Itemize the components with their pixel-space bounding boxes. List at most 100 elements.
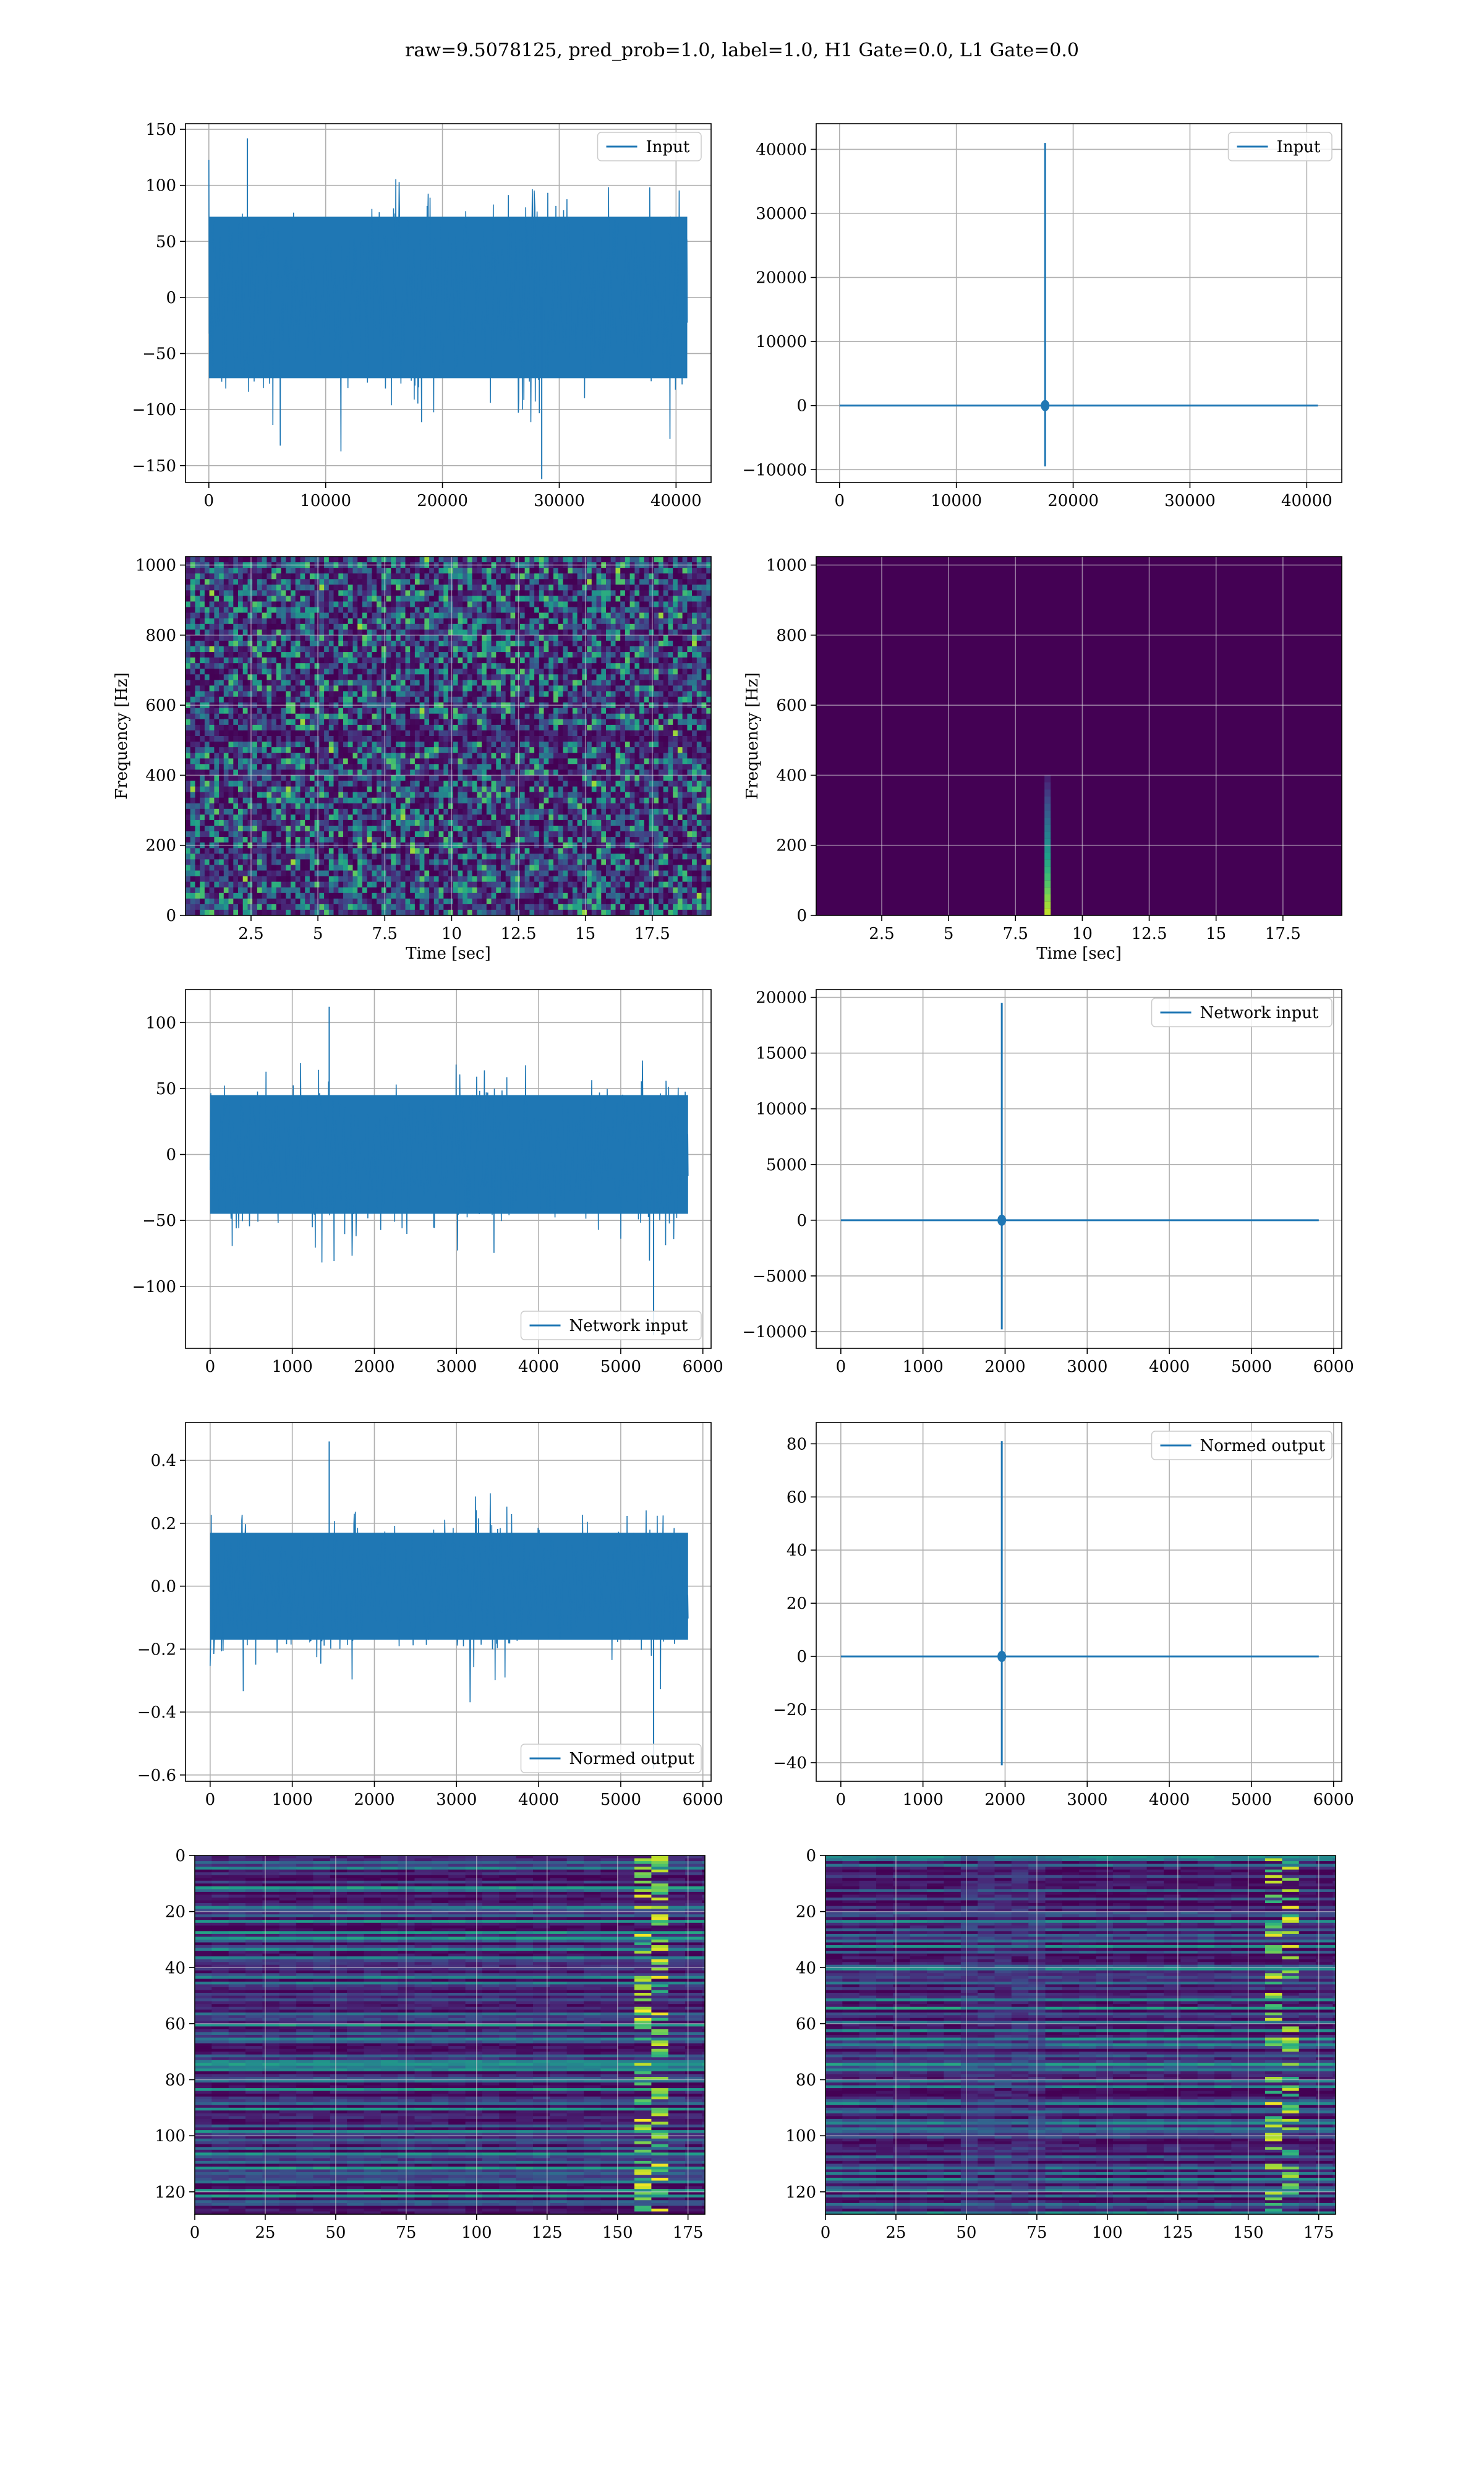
figure-title: raw=9.5078125, pred_prob=1.0, label=1.0,… [405,40,1079,61]
axes-frame [816,556,1342,916]
y-tick-label: −50 [142,1212,176,1230]
x-tick-label: 75 [1026,2224,1047,2242]
y-tick-label: 20 [787,1594,807,1613]
y-tick-label: 0.0 [151,1578,176,1596]
x-tick-label: 3000 [1067,1358,1107,1376]
y-tick-label: 80 [787,1435,807,1453]
x-tick-label: 4000 [1149,1358,1190,1376]
ticks: 0 25 50 75 100 125 150 175 0 20 40 60 80 100 120 [155,1847,703,2242]
x-tick-label: 7.5 [372,925,398,943]
legend: Network input [520,1311,702,1340]
y-tick-label: 20 [165,1903,186,1922]
x-tick-label: 6000 [683,1791,723,1809]
x-tick-label: 7.5 [1003,925,1028,943]
y-tick-label: 30000 [756,205,807,223]
y-tick-label: 50 [156,233,176,251]
y-tick-label: 150 [145,121,176,139]
y-tick-label: −50 [142,345,176,364]
series-input [208,138,688,479]
plot-area [816,1423,1342,1781]
y-tick-label: 40000 [756,140,807,159]
ticks: 0 1000 2000 3000 4000 5000 6000 −100 −50 0 50 100 [132,1014,723,1376]
y-tick-label: −5000 [753,1267,807,1286]
y-tick-label: −10000 [743,1323,808,1342]
axes-frame [194,1855,706,2215]
y-tick-label: 0 [796,1212,807,1230]
legend-label: Normed output [1200,1437,1326,1455]
x-tick-label: 5000 [600,1358,641,1376]
y-tick-label: 0 [166,1146,176,1165]
y-tick-label: 200 [145,837,176,855]
x-tick-label: 40000 [1281,492,1333,510]
x-tick-label: 40000 [650,492,702,510]
subplot-network-input-l1: 0 1000 2000 3000 4000 5000 6000 −10000 −5000 0 500… [743,989,1354,1376]
y-tick-label: 0.4 [151,1452,176,1470]
x-tick-label: 125 [1162,2224,1193,2242]
grid [816,124,1342,482]
y-tick-label: 40 [165,1959,186,1977]
y-tick-label: −20 [773,1701,807,1719]
x-tick-label: 1000 [272,1791,313,1809]
legend: Input [597,132,702,161]
x-tick-label: 175 [673,2224,704,2242]
y-tick-label: 1000 [135,557,176,575]
x-tick-label: 3000 [436,1791,477,1809]
x-tick-label: 17.5 [634,925,670,943]
y-tick-label: 80 [165,2071,186,2090]
y-tick-label: 0.2 [151,1515,176,1533]
subplot-spec-h1: 2.5 5 7.5 10 12.5 15 17.5 0 200 400 600 800 1000 Time… [113,556,712,963]
subplot-spec-l1: 2.5 5 7.5 10 12.5 15 17.5 0 200 400 600 800 1000 Time… [743,556,1342,963]
plot-area [186,557,711,915]
series-normed-output [210,1441,689,1769]
x-tick-label: 10000 [931,492,982,510]
ticks: 0 10000 20000 30000 40000 −10000 0 10000 20000 30… [743,140,1333,510]
y-tick-label: −40 [773,1754,807,1773]
y-tick-label: 0 [166,907,176,925]
series-input [839,143,1318,467]
subplot-normed-output-h1: 0 1000 2000 3000 4000 5000 6000 −0.6 −0.4 −0.2 0.0… [137,1422,723,1809]
ticks: 0 25 50 75 100 125 150 175 0 20 40 60 80 100 120 [785,1847,1334,2242]
x-tick-label: 6000 [1313,1358,1354,1376]
y-tick-label: 100 [155,2127,186,2146]
x-tick-label: 25 [255,2224,275,2242]
x-tick-label: 10000 [300,492,351,510]
y-tick-label: 60 [787,1488,807,1507]
y-tick-label: 100 [785,2127,816,2146]
x-tick-label: 3000 [1067,1791,1107,1809]
y-tick-label: 100 [145,1014,176,1032]
ticks: 2.5 5 7.5 10 12.5 15 17.5 0 200 400 600 800 1000 [135,557,670,943]
grid [816,990,1342,1348]
subplot-input-h1: 0 10000 20000 30000 40000 −150 −100 −50 0 50 100 15… [132,121,712,510]
x-tick-label: 5 [944,925,954,943]
x-tick-label: 150 [1233,2224,1264,2242]
y-tick-label: 0 [796,1648,807,1666]
subplot-network-input-h1: 0 1000 2000 3000 4000 5000 6000 −100 −50 0 50 100 Ne… [132,989,723,1376]
y-tick-label: 60 [165,2015,186,2034]
y-tick-label: 20 [796,1903,816,1922]
plot-area [816,557,1342,915]
axes-frame [185,123,712,483]
x-axis-label: Time [sec] [1036,944,1122,963]
x-tick-label: 1000 [903,1358,944,1376]
x-tick-label: 20000 [1047,492,1099,510]
series-normed-output [840,1441,1319,1766]
legend: Normed output [520,1744,702,1773]
ticks: 0 10000 20000 30000 40000 −150 −100 −50 0 50 100 15… [132,121,702,510]
y-tick-label: −10000 [743,461,808,479]
ticks: 0 1000 2000 3000 4000 5000 6000 −0.6 −0.4 −0.2 0.0… [137,1452,723,1809]
x-tick-label: 0 [204,492,215,510]
y-tick-label: 600 [776,696,807,715]
series-network-input [210,1006,689,1335]
x-tick-label: 0 [190,2224,200,2242]
y-tick-label: 20000 [756,269,807,288]
heatmap-cells [825,1856,1336,2214]
y-tick-label: 80 [796,2071,816,2090]
ticks: 0 1000 2000 3000 4000 5000 6000 −40 −20 0 20 40 60 80 [773,1435,1354,1809]
y-tick-label: 10000 [756,333,807,351]
series-network-input [840,1003,1319,1330]
legend: Input [1227,132,1333,161]
x-tick-label: 2000 [984,1791,1025,1809]
x-tick-label: 6000 [1313,1791,1354,1809]
y-tick-label: 0 [166,289,176,307]
grid [186,557,711,915]
